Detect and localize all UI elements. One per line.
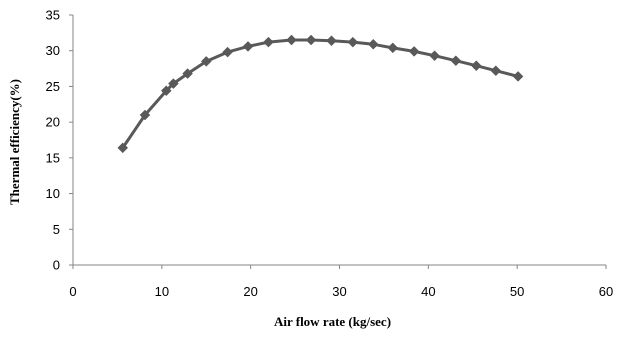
axes — [69, 14, 607, 269]
tick-labels: 0 5 10 15 20 25 30 35 0 10 20 30 40 50 60 — [46, 8, 614, 300]
y-tick-label: 25 — [46, 79, 60, 94]
data-point-marker — [263, 36, 274, 48]
x-tick-label: 40 — [421, 284, 435, 299]
x-tick-label: 60 — [599, 284, 613, 299]
x-axis-title: Air flow rate (kg/sec) — [274, 314, 391, 329]
data-point-marker — [470, 60, 482, 72]
y-tick-label: 10 — [46, 186, 60, 201]
x-tick-label: 10 — [155, 284, 169, 299]
data-point-marker — [408, 46, 420, 57]
data-point-marker — [117, 142, 129, 154]
data-point-marker — [200, 56, 212, 67]
data-point-marker — [168, 78, 179, 89]
y-tick-label: 5 — [53, 222, 60, 237]
data-point-marker — [512, 71, 524, 82]
x-tick-label: 20 — [243, 284, 257, 299]
series-layer — [117, 34, 524, 154]
data-point-marker — [222, 46, 233, 58]
data-point-marker — [347, 36, 359, 48]
data-point-marker — [367, 38, 379, 50]
y-tick-label: 20 — [46, 115, 60, 130]
data-point-marker — [490, 65, 502, 77]
data-point-marker — [429, 50, 440, 62]
y-tick-label: 30 — [46, 43, 60, 58]
data-point-marker — [326, 35, 337, 47]
x-tick-label: 0 — [69, 284, 76, 299]
data-point-marker — [160, 85, 172, 97]
data-point-marker — [182, 68, 193, 79]
series-line — [121, 38, 519, 149]
data-point-marker — [242, 41, 254, 52]
x-tick-label: 30 — [332, 284, 346, 299]
data-point-marker — [450, 55, 462, 67]
x-tick-label: 50 — [510, 284, 524, 299]
y-axis-title: Thermal efficiency(%) — [7, 79, 22, 205]
y-tick-label: 0 — [53, 258, 60, 273]
data-point-marker — [305, 34, 317, 46]
data-point-marker — [139, 109, 151, 121]
y-tick-label: 15 — [46, 150, 60, 165]
data-point-marker — [286, 34, 297, 46]
y-tick-label: 35 — [46, 8, 60, 23]
data-point-marker — [387, 42, 399, 54]
